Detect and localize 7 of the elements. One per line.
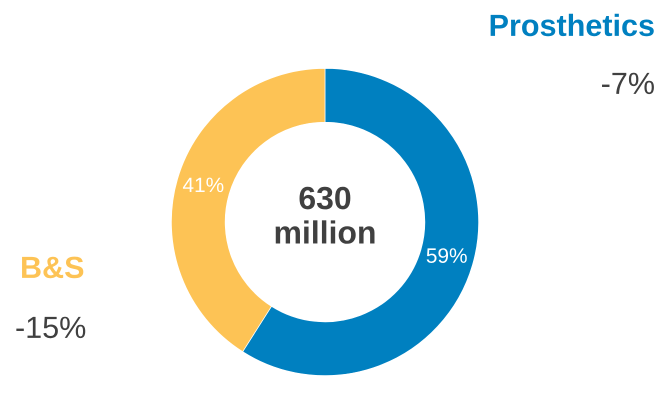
slice-label: Prosthetics bbox=[490, 14, 654, 36]
text: 630 million bbox=[276, 186, 374, 244]
text: -7% bbox=[602, 72, 654, 94]
slice-label: B&S bbox=[22, 256, 84, 278]
text: -15% bbox=[16, 316, 86, 338]
data-label: 41% bbox=[182, 178, 224, 192]
data-label: 59% bbox=[426, 248, 467, 263]
